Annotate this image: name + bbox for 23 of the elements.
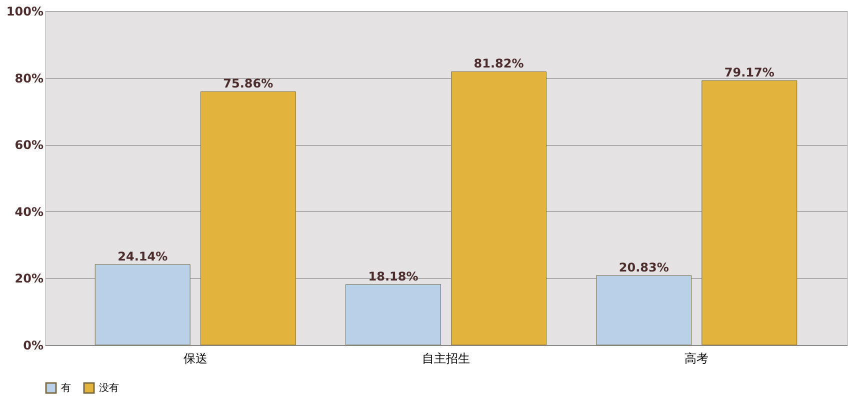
y-tick-label: 100% — [6, 4, 44, 18]
y-tick-label: 0% — [23, 338, 44, 352]
bar — [596, 275, 692, 346]
data-label: 79.17% — [724, 66, 774, 80]
y-tick-label: 60% — [14, 138, 44, 152]
bar — [94, 264, 190, 346]
data-label: 18.18% — [368, 269, 418, 284]
bar — [451, 71, 546, 346]
y-tick-label: 20% — [14, 272, 44, 286]
y-tick-label: 40% — [14, 204, 44, 219]
data-label: 81.82% — [474, 56, 524, 71]
x-tick-label: 高考 — [684, 352, 709, 366]
bar — [200, 91, 296, 346]
bar — [702, 80, 798, 346]
legend-label: 有 — [61, 382, 71, 394]
legend-label: 没有 — [99, 382, 119, 394]
x-tick-label: 自主招生 — [422, 352, 470, 366]
y-tick-label: 80% — [14, 71, 44, 86]
data-label: 20.83% — [618, 260, 669, 274]
data-label: 24.14% — [118, 249, 168, 264]
bar — [346, 284, 441, 346]
x-tick-label: 保送 — [183, 352, 208, 366]
data-label: 75.86% — [223, 76, 274, 91]
